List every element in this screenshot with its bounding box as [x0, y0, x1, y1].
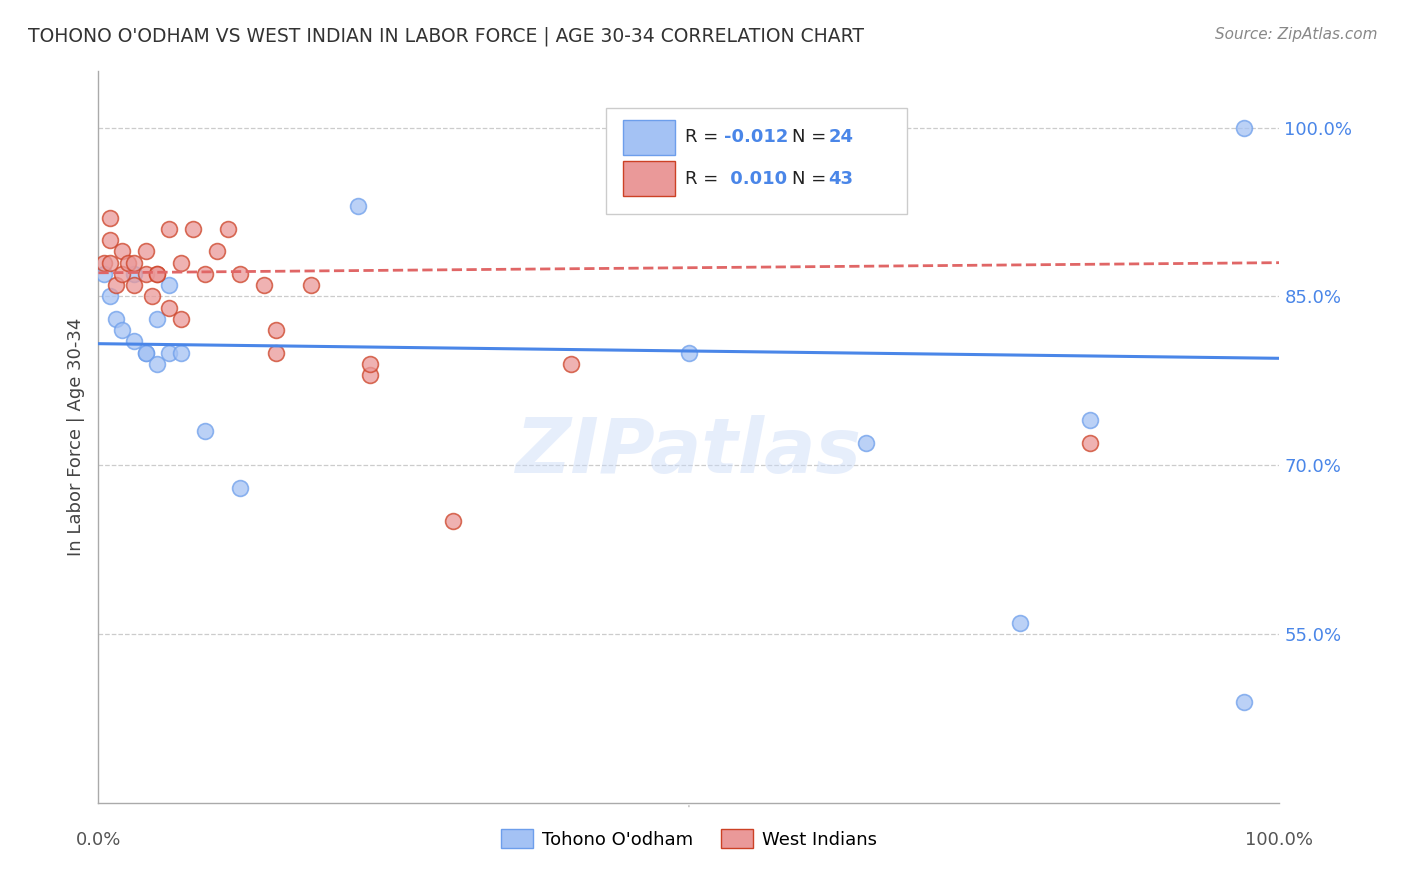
Point: [194, 267, 217, 281]
Point: [170, 345, 193, 359]
Point: [299, 278, 322, 293]
Point: [264, 345, 287, 359]
Point: [135, 267, 157, 281]
Point: [93, 267, 115, 281]
Text: 100.0%: 100.0%: [1246, 831, 1313, 849]
Point: [141, 289, 163, 303]
Point: [146, 267, 169, 281]
Point: [359, 357, 381, 371]
Point: [98, 211, 121, 225]
FancyBboxPatch shape: [623, 120, 675, 154]
Text: ZIPatlas: ZIPatlas: [516, 415, 862, 489]
Point: [93, 255, 115, 269]
Point: [217, 222, 239, 236]
Point: [194, 425, 217, 439]
Point: [111, 244, 134, 259]
Point: [146, 267, 169, 281]
Point: [359, 368, 381, 383]
Point: [122, 255, 145, 269]
Point: [98, 233, 121, 247]
Point: [122, 278, 145, 293]
Point: [135, 345, 157, 359]
Point: [1080, 413, 1102, 427]
Point: [229, 481, 252, 495]
Point: [105, 312, 128, 326]
Point: [560, 357, 582, 371]
Point: [111, 323, 134, 337]
Text: R =: R =: [685, 128, 724, 146]
Point: [117, 255, 139, 269]
Point: [264, 323, 287, 337]
Point: [441, 515, 464, 529]
Text: 24: 24: [828, 128, 853, 146]
Y-axis label: In Labor Force | Age 30-34: In Labor Force | Age 30-34: [66, 318, 84, 557]
Text: N =: N =: [792, 169, 832, 188]
Point: [181, 222, 204, 236]
Text: 0.010: 0.010: [724, 169, 787, 188]
Point: [855, 435, 877, 450]
Point: [135, 244, 157, 259]
Point: [135, 345, 157, 359]
Point: [229, 267, 252, 281]
Point: [157, 222, 180, 236]
FancyBboxPatch shape: [606, 108, 907, 214]
Point: [347, 199, 370, 213]
Point: [157, 301, 180, 315]
Point: [146, 357, 169, 371]
Point: [98, 255, 121, 269]
Point: [122, 334, 145, 349]
Point: [105, 278, 128, 293]
FancyBboxPatch shape: [623, 161, 675, 196]
Point: [157, 345, 180, 359]
Point: [1008, 615, 1031, 630]
Point: [98, 289, 121, 303]
Text: TOHONO O'ODHAM VS WEST INDIAN IN LABOR FORCE | AGE 30-34 CORRELATION CHART: TOHONO O'ODHAM VS WEST INDIAN IN LABOR F…: [28, 27, 865, 46]
Point: [678, 345, 700, 359]
Text: 0.0%: 0.0%: [76, 831, 121, 849]
Point: [122, 267, 145, 281]
Text: 43: 43: [828, 169, 853, 188]
Point: [1080, 435, 1102, 450]
Text: N =: N =: [792, 128, 832, 146]
Point: [1233, 120, 1256, 135]
Point: [111, 267, 134, 281]
Point: [146, 312, 169, 326]
Point: [170, 312, 193, 326]
Text: Source: ZipAtlas.com: Source: ZipAtlas.com: [1215, 27, 1378, 42]
Point: [253, 278, 276, 293]
Point: [1233, 694, 1256, 708]
Legend: Tohono O'odham, West Indians: Tohono O'odham, West Indians: [494, 822, 884, 856]
Point: [170, 255, 193, 269]
Text: R =: R =: [685, 169, 724, 188]
Text: -0.012: -0.012: [724, 128, 789, 146]
Point: [205, 244, 228, 259]
Point: [157, 278, 180, 293]
